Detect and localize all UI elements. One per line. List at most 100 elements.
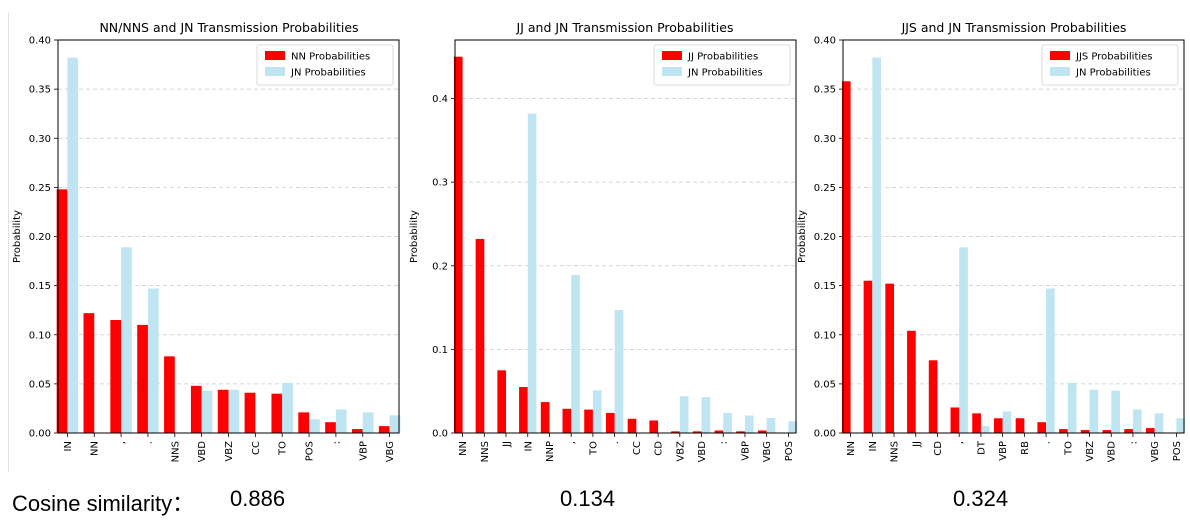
chart2-ytick-label: 0.0 xyxy=(432,429,448,440)
chart2-xtick-label: NNP xyxy=(545,441,556,462)
chart3-xtick-label: VBZ xyxy=(1085,441,1096,462)
chart1-ytick-label: 0.25 xyxy=(29,183,51,194)
chart1-xtick-label: IN xyxy=(63,441,74,451)
chart1-bar-jn xyxy=(362,412,374,433)
chart3-ytick-label: 0.30 xyxy=(814,134,836,145)
chart1-bar-primary xyxy=(190,385,202,433)
chart3-ytick-label: 0.15 xyxy=(814,281,836,292)
chart2-xtick-label: VBP xyxy=(740,441,751,461)
chart3-bar-primary xyxy=(928,360,938,433)
chart3-bar-primary xyxy=(993,418,1003,433)
chart3-legend-box xyxy=(1041,44,1179,86)
chart1-bar-primary xyxy=(137,324,148,433)
chart1-xtick-label: NN xyxy=(90,441,101,456)
chart3-legend-label: JN Probabilities xyxy=(1075,68,1151,79)
chart2-legend-label: JJ Probabilities xyxy=(687,52,758,63)
chart2-xtick-label: , xyxy=(567,441,578,444)
chart3-bar-primary xyxy=(841,81,851,433)
chart1-xtick-label: CC xyxy=(251,441,262,455)
chart1-xtick-label: VBG xyxy=(385,441,396,462)
chart3-ytick-label: 0.40 xyxy=(814,36,836,47)
chart1-legend-swatch xyxy=(265,67,285,76)
chart2-bar-primary xyxy=(540,402,550,433)
chart2-xtick-label: VBZ xyxy=(675,441,686,462)
chart2-bar-primary xyxy=(497,370,507,433)
chart1-axes-frame xyxy=(57,39,400,434)
chart2-xtick-label: VBG xyxy=(762,441,773,462)
chart3-bar-jn xyxy=(1067,382,1077,433)
chart3-bar-primary xyxy=(907,330,916,433)
chart3-bar-jn xyxy=(959,247,968,433)
chart3-xtick-label: CD xyxy=(933,441,944,456)
chart3-xtick-label: TO xyxy=(1063,441,1074,456)
chart2-xtick-label: IN xyxy=(523,441,534,451)
chart3-xtick-label: , xyxy=(955,441,966,444)
chart3-bar-jn xyxy=(1176,418,1186,433)
chart1-bar-primary xyxy=(378,426,390,433)
chart3-bar-jn xyxy=(980,426,990,433)
chart2-xtick-label: CD xyxy=(654,441,665,456)
chart1-ytick-label: 0.15 xyxy=(29,281,51,292)
chart1-xtick-label: . xyxy=(143,441,154,444)
chart2-bar-jn xyxy=(723,412,732,433)
chart1-xtick-label: VBP xyxy=(358,441,369,461)
chart2-bar-primary xyxy=(519,387,528,433)
chart3-xtick-label: RB xyxy=(1020,441,1031,455)
chart2-bar-jn xyxy=(592,390,602,433)
chart1-bar-jn xyxy=(67,57,79,434)
chart2-bar-jn xyxy=(744,415,754,433)
chart3-ytick-label: 0.35 xyxy=(814,85,836,96)
chart2-bar-jn xyxy=(788,421,798,433)
chart2-bar-jn xyxy=(614,310,624,433)
chart2-xtick-label: . xyxy=(610,441,621,444)
chart1-bar-primary xyxy=(325,422,336,433)
chart1-xtick-label: POS xyxy=(305,441,316,461)
chart1-xtick-label: , xyxy=(117,441,128,444)
chart2-bar-primary xyxy=(475,239,485,433)
chart3-bar-primary xyxy=(1124,429,1133,433)
chart3-legend-swatch xyxy=(1050,67,1070,76)
chart2-bar-primary xyxy=(584,409,593,433)
chart3-bar-primary xyxy=(863,280,873,433)
chart3-bar-primary xyxy=(1145,428,1155,433)
chart1-bar-primary xyxy=(298,412,310,433)
chart1-bar-primary xyxy=(217,389,229,433)
chart3-xtick-label: VBG xyxy=(1150,441,1161,462)
chart3-xtick-label: NN xyxy=(846,441,857,456)
chart2-xtick-label: TO xyxy=(588,441,599,456)
chart2-xtick-label: NNS xyxy=(480,441,491,462)
chart3-ytick-label: 0.20 xyxy=(814,232,836,243)
chart3-bar-primary xyxy=(972,413,981,433)
chart3-bar-primary xyxy=(1015,418,1025,433)
chart2-bar-primary xyxy=(714,430,724,433)
chart1-ytick-label: 0.30 xyxy=(29,134,51,145)
chart3-xtick-label: VBD xyxy=(1107,441,1118,463)
cosine-similarity-label: Cosine similarity： xyxy=(12,491,195,516)
chart3-bar-primary xyxy=(1102,430,1112,433)
chart3-xtick-label: VBP xyxy=(998,441,1009,461)
chart2-bar-primary xyxy=(562,408,572,433)
chart2-bar-jn xyxy=(701,397,711,433)
chart1-legend-box xyxy=(256,44,394,86)
chart2-bar-primary xyxy=(605,412,615,433)
chart2-xtick-label: VBD xyxy=(697,441,708,463)
chart2-xtick-label: NN xyxy=(458,441,469,456)
chart2-xtick-label: POS xyxy=(784,441,795,461)
chart1-xtick-label: NNS xyxy=(170,441,181,462)
chart2-xtick-label: CC xyxy=(632,441,643,455)
chart3-bar-jn xyxy=(1154,413,1164,433)
chart3-bar-primary xyxy=(1037,422,1047,433)
chart3-legend-label: JJS Probabilities xyxy=(1075,52,1153,63)
chart1-ytick-label: 0.00 xyxy=(29,429,51,440)
chart2-bar-primary xyxy=(671,431,680,433)
chart2-legend-swatch xyxy=(662,51,682,60)
chart2-bar-jn xyxy=(679,396,689,433)
chart1-bar-primary xyxy=(56,189,68,433)
chart1-ytick-label: 0.20 xyxy=(29,232,51,243)
chart2-bar-primary xyxy=(627,418,637,433)
chart3-bar-jn xyxy=(1002,411,1012,433)
left-divider xyxy=(8,12,9,472)
chart3-ylabel: Probability xyxy=(797,210,808,263)
cosine-similarity-value-2: 0.134 xyxy=(560,486,616,511)
chart3-bar-primary xyxy=(1080,430,1090,433)
